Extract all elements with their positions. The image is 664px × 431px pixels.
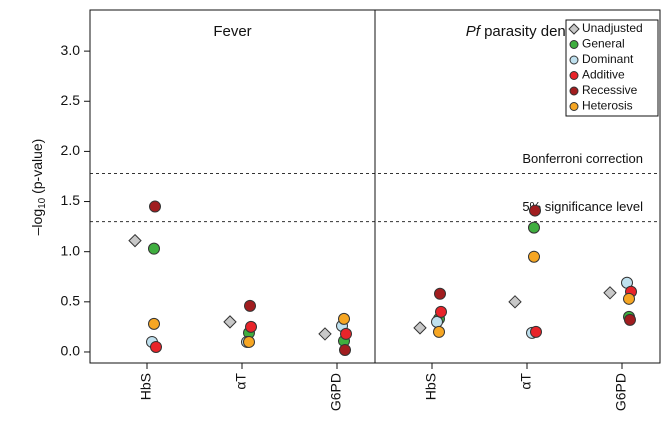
legend-marker [569, 55, 579, 65]
reference-label: Bonferroni correction [522, 151, 643, 166]
data-point [340, 327, 352, 340]
legend-marker [568, 23, 580, 35]
x-tick-label: G6PD [328, 373, 344, 411]
data-point [148, 317, 160, 330]
y-tick-label: 0.0 [61, 343, 81, 359]
data-point [338, 312, 350, 325]
y-label-part: –log [29, 209, 45, 235]
y-label-sub: 10 [37, 197, 48, 209]
legend-marker [569, 102, 579, 111]
data-point [528, 221, 540, 234]
data-point [128, 233, 142, 248]
plot-frame [89, 9, 661, 364]
legend-label: Recessive [582, 83, 638, 97]
x-tick-label: αT [233, 373, 249, 390]
x-tick-label: G6PD [613, 373, 629, 411]
data-point [318, 327, 332, 341]
data-point [603, 286, 617, 300]
x-tick-label: HbS [138, 373, 154, 400]
y-label-part: (p-value) [29, 139, 45, 198]
legend-marker [569, 71, 579, 80]
panel-title-prefix: Pf [466, 23, 482, 40]
legend-label: Dominant [582, 52, 634, 66]
x-tick-label: αT [518, 373, 534, 390]
data-point [413, 321, 427, 335]
legend-marker [569, 86, 579, 96]
x-tick-label: HbS [423, 373, 439, 400]
data-point [530, 325, 542, 338]
data-point [150, 340, 162, 353]
panel-title-text: parasity density [484, 23, 589, 40]
data-point [149, 200, 161, 213]
data-point [148, 242, 160, 255]
data-point [435, 305, 447, 318]
panel-title: Pf parasity density [466, 23, 589, 40]
data-point [244, 299, 256, 312]
legend-label: Unadjusted [582, 21, 643, 35]
data-point [431, 315, 443, 328]
y-tick-label: 3.0 [61, 42, 81, 58]
data-point [245, 320, 257, 333]
reference-label: 5% significance level [522, 199, 643, 214]
y-tick-label: 0.5 [61, 293, 81, 309]
panel-title: Fever [213, 23, 251, 40]
panel-title-text: Fever [213, 23, 251, 40]
legend-box [565, 19, 659, 117]
data-point [528, 250, 540, 263]
data-point [623, 292, 635, 305]
data-point [243, 335, 255, 348]
data-point [624, 313, 636, 326]
data-point [223, 315, 237, 329]
y-tick-label: 1.5 [61, 192, 81, 208]
data-point [339, 343, 351, 356]
data-point [508, 295, 522, 309]
data-point [529, 204, 541, 217]
y-tick-label: 1.0 [61, 242, 81, 258]
legend-marker [569, 40, 579, 49]
y-tick-label: 2.0 [61, 142, 81, 158]
y-tick-label: 2.5 [61, 92, 81, 108]
legend-label: General [582, 37, 625, 51]
y-axis-label: –log10 (p-value) [29, 139, 48, 236]
data-point [433, 325, 445, 338]
data-point [434, 287, 446, 300]
legend-label: Additive [582, 68, 625, 82]
legend-label: Heterosis [582, 99, 633, 113]
